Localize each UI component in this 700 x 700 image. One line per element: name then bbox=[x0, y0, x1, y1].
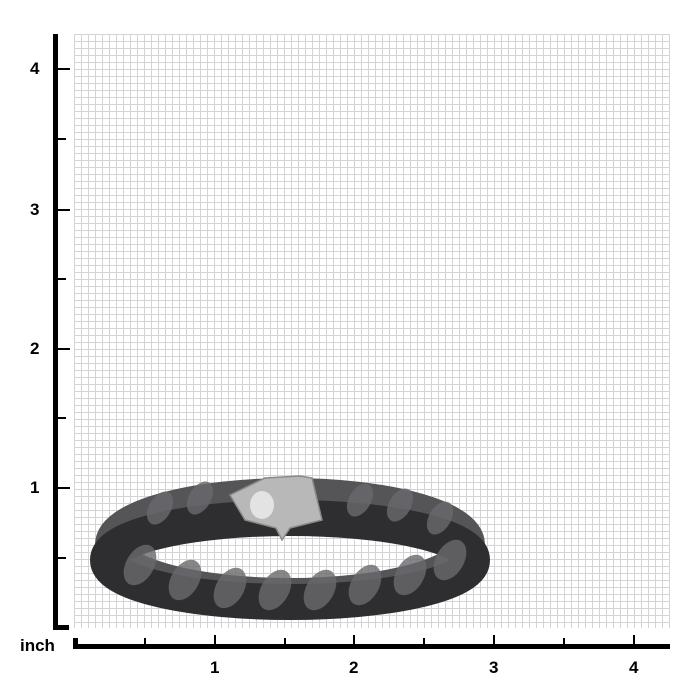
y-axis-line bbox=[53, 34, 58, 630]
x-tick-label-1: 1 bbox=[210, 658, 220, 677]
y-tick-label-1: 1 bbox=[30, 478, 40, 497]
bracelet-image bbox=[90, 475, 490, 620]
x-axis-line bbox=[73, 644, 670, 649]
x-axis-start bbox=[73, 638, 78, 649]
y-tick-label-2: 2 bbox=[30, 339, 40, 358]
y-axis-foot bbox=[53, 625, 69, 630]
y-tick-label-3: 3 bbox=[30, 200, 40, 219]
x-tick-label-4: 4 bbox=[629, 658, 639, 677]
clasp bbox=[228, 475, 323, 542]
y-axis-ticks bbox=[58, 68, 70, 559]
x-axis-ticks bbox=[144, 635, 635, 644]
x-tick-label-3: 3 bbox=[489, 658, 499, 677]
y-tick-label-4: 4 bbox=[30, 59, 40, 78]
unit-label: inch bbox=[20, 636, 55, 655]
x-tick-label-2: 2 bbox=[349, 658, 359, 677]
